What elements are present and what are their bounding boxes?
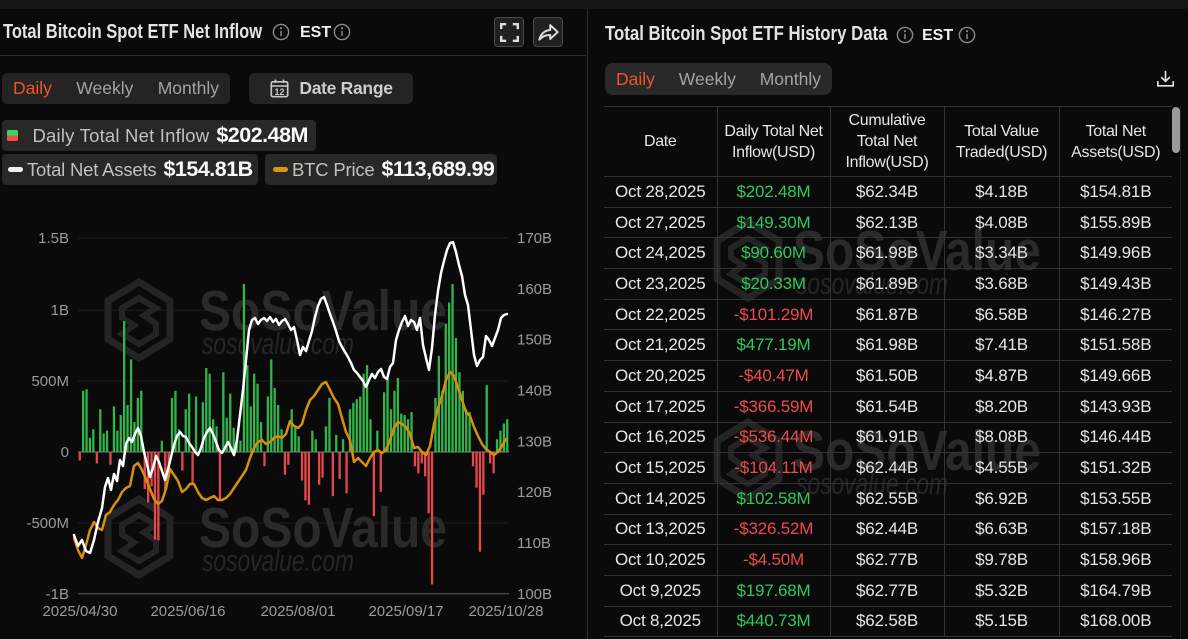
svg-text:150B: 150B xyxy=(517,332,552,349)
svg-text:0: 0 xyxy=(61,444,69,461)
svg-text:2025/10/28: 2025/10/28 xyxy=(468,603,543,620)
svg-text:-1B: -1B xyxy=(46,586,69,603)
svg-text:120B: 120B xyxy=(517,484,552,501)
svg-text:100B: 100B xyxy=(517,586,552,603)
svg-text:140B: 140B xyxy=(517,382,552,399)
svg-text:2025/09/17: 2025/09/17 xyxy=(368,603,443,620)
svg-text:110B: 110B xyxy=(517,535,551,552)
svg-text:2025/08/01: 2025/08/01 xyxy=(260,603,335,620)
svg-text:160B: 160B xyxy=(517,281,552,298)
svg-text:130B: 130B xyxy=(517,433,552,450)
svg-text:500M: 500M xyxy=(31,373,69,390)
svg-text:2025/04/30: 2025/04/30 xyxy=(42,603,117,620)
svg-text:1.5B: 1.5B xyxy=(38,230,69,247)
svg-text:1B: 1B xyxy=(51,302,69,319)
svg-text:2025/06/16: 2025/06/16 xyxy=(150,603,225,620)
svg-text:12: 12 xyxy=(275,87,285,97)
svg-text:-500M: -500M xyxy=(26,515,69,532)
svg-text:170B: 170B xyxy=(517,230,552,247)
